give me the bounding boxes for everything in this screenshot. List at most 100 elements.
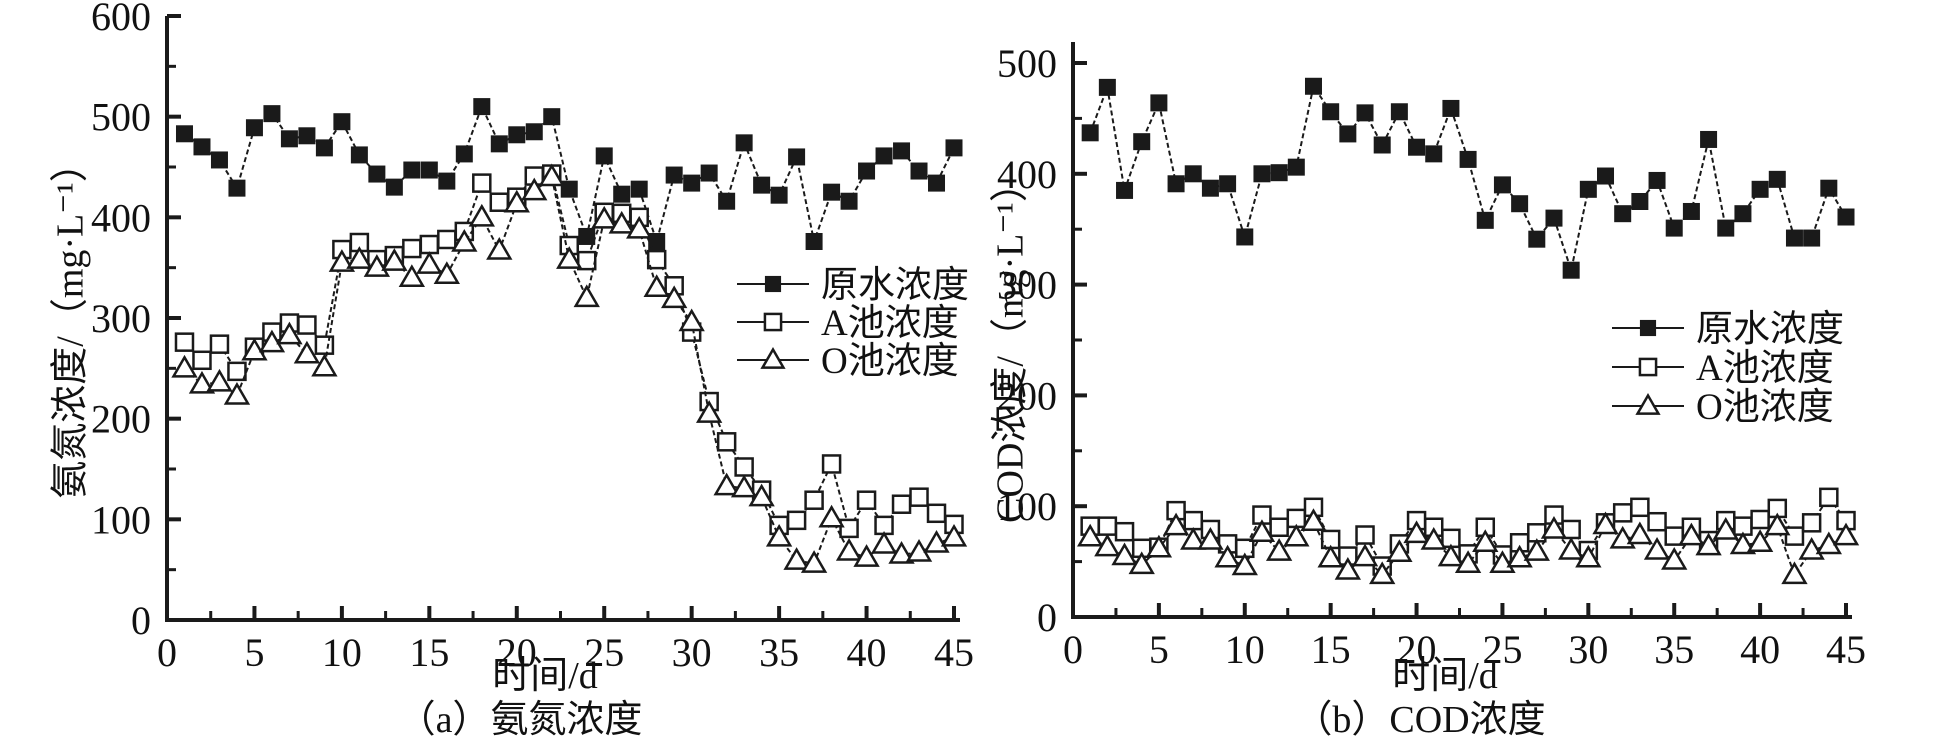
open-triangle-marker	[293, 340, 321, 364]
x-tick-label: 45	[934, 630, 974, 675]
open-triangle-marker	[1300, 508, 1327, 531]
legend-label: A池浓度	[821, 302, 959, 344]
open-triangle-marker	[1334, 556, 1362, 580]
legend-item-pool-o: O池浓度	[737, 340, 959, 382]
filled-square-marker	[1098, 78, 1116, 96]
filled-square-marker	[560, 180, 578, 198]
filled-square-marker	[1614, 205, 1632, 223]
open-triangle-marker	[1145, 534, 1173, 558]
open-square-marker	[839, 518, 859, 539]
x-tick-label: 15	[1311, 627, 1351, 672]
open-square-marker	[891, 494, 912, 514]
open-triangle-marker	[1592, 511, 1619, 535]
open-triangle-marker	[853, 544, 880, 567]
open-triangle-marker	[416, 251, 443, 274]
open-square-marker	[1784, 526, 1805, 546]
open-triangle-marker	[486, 237, 513, 260]
filled-square-marker	[1459, 150, 1477, 168]
x-tick-label: 30	[1568, 627, 1608, 672]
open-triangle-marker	[1764, 512, 1791, 536]
y-tick-label: 500	[91, 95, 151, 140]
filled-square-marker	[1373, 136, 1391, 154]
filled-square-marker	[1116, 181, 1134, 199]
filled-square-marker	[1665, 219, 1683, 237]
filled-square-marker	[1356, 104, 1374, 122]
chart-a-caption: （a）氨氮浓度	[397, 699, 643, 741]
open-square-marker	[297, 315, 317, 335]
y-tick-label: 400	[997, 152, 1057, 197]
filled-square-marker	[508, 126, 526, 144]
open-triangle-marker	[835, 538, 863, 561]
legend-label: O池浓度	[821, 340, 959, 382]
x-tick-label: 5	[1149, 627, 1169, 672]
filled-square-marker	[350, 146, 368, 164]
filled-square-marker	[1768, 170, 1786, 188]
chart-b: 0 100 200 300 400 500 0 5 10 15 20 25 30 35 40 45 原水浓度A池…	[997, 41, 1866, 672]
open-triangle-marker	[1746, 529, 1774, 552]
y-tick-label: 200	[91, 397, 151, 442]
filled-square-marker	[1390, 103, 1408, 121]
y-tick-label: 0	[131, 598, 151, 643]
filled-square-marker	[1682, 202, 1700, 220]
filled-square-marker	[805, 232, 823, 250]
open-triangle-marker	[626, 215, 653, 239]
filled-square-marker	[525, 123, 543, 141]
open-triangle-marker	[591, 205, 618, 229]
open-triangle-marker	[1557, 537, 1585, 560]
open-square-marker	[1114, 521, 1135, 542]
filled-square-marker	[753, 176, 771, 194]
chart-a-x-axis-title: 时间/d	[492, 655, 598, 697]
filled-square-marker	[1639, 319, 1657, 337]
open-triangle-marker	[503, 189, 530, 213]
filled-square-marker	[665, 166, 683, 184]
series-pool-a	[1080, 487, 1856, 576]
open-square-marker	[1638, 357, 1658, 377]
filled-square-marker	[245, 119, 263, 137]
open-square-marker	[716, 432, 737, 452]
series-pool-o	[171, 163, 968, 573]
open-triangle-marker	[1283, 523, 1310, 547]
x-ticks: 0 5 10 15 20 25 30 35 40 45	[157, 606, 974, 675]
y-tick-label: 400	[91, 195, 151, 240]
filled-square-marker	[788, 148, 806, 166]
open-triangle-marker	[1635, 393, 1661, 415]
filled-square-marker	[385, 178, 403, 196]
filled-square-marker	[1648, 171, 1666, 189]
open-triangle-marker	[398, 264, 426, 287]
open-triangle-marker	[1626, 521, 1654, 545]
open-triangle-marker	[556, 246, 583, 269]
open-square-marker	[1269, 517, 1289, 538]
open-triangle-marker	[538, 163, 565, 187]
x-tick-label: 5	[244, 630, 264, 675]
filled-square-marker	[1133, 133, 1151, 151]
filled-square-marker	[1734, 205, 1752, 223]
open-triangle-marker	[171, 354, 198, 378]
filled-square-marker	[280, 130, 298, 148]
filled-square-marker	[823, 183, 841, 201]
open-triangle-marker	[1506, 544, 1533, 568]
open-triangle-marker	[328, 249, 356, 272]
filled-square-marker	[858, 162, 876, 180]
filled-square-marker	[683, 174, 701, 192]
open-triangle-marker	[661, 285, 688, 309]
filled-square-marker	[1751, 180, 1769, 198]
filled-square-marker	[298, 127, 316, 145]
filled-square-marker	[735, 134, 753, 152]
open-triangle-marker	[1180, 527, 1207, 550]
open-triangle-marker	[870, 530, 898, 554]
x-tick-label: 40	[1740, 627, 1780, 672]
open-square-marker	[763, 312, 783, 332]
filled-square-marker	[1219, 175, 1237, 193]
filled-square-marker	[613, 185, 631, 203]
x-tick-label: 0	[157, 630, 177, 675]
series-pool-o	[1077, 508, 1860, 585]
filled-square-marker	[770, 186, 788, 204]
open-triangle-marker	[1454, 550, 1482, 574]
open-triangle-marker	[1111, 542, 1138, 566]
open-triangle-marker	[1678, 522, 1705, 546]
filled-square-marker	[1597, 167, 1615, 185]
open-triangle-marker	[346, 246, 373, 269]
open-triangle-marker	[433, 261, 460, 284]
filled-square-marker	[928, 174, 946, 192]
